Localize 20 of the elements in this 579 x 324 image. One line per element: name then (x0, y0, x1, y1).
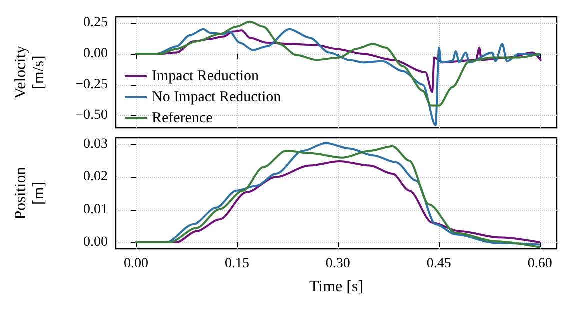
y-tick-label: −0.25 (76, 77, 108, 92)
x-tick-label: 0.30 (326, 256, 350, 272)
x-tick-label: 0.45 (426, 256, 452, 272)
y-tick-label: −0.50 (76, 108, 108, 124)
y-tick-label: 0.02 (84, 170, 108, 185)
x-axis-title: Time [s] (309, 278, 364, 296)
y-tick-label: 0.00 (84, 234, 108, 250)
y-tick-label: 0.03 (84, 137, 108, 152)
y-tick-label: 0.25 (84, 16, 108, 31)
y-tick-label: 0.01 (84, 202, 108, 218)
legend-label: Reference (152, 110, 214, 126)
y-axis-title: Velocity [m/s] (12, 46, 48, 100)
line-series (135, 20, 540, 107)
legend-label: Impact Reduction (152, 68, 260, 84)
legend-label: No Impact Reduction (152, 90, 282, 106)
x-tick-label: 0.60 (528, 256, 552, 272)
y-axis-title: Position [m] (12, 167, 48, 220)
x-tick-label: 0.15 (224, 256, 250, 272)
y-tick-label: 0.00 (84, 46, 108, 62)
x-tick-label: 0.00 (124, 256, 148, 272)
